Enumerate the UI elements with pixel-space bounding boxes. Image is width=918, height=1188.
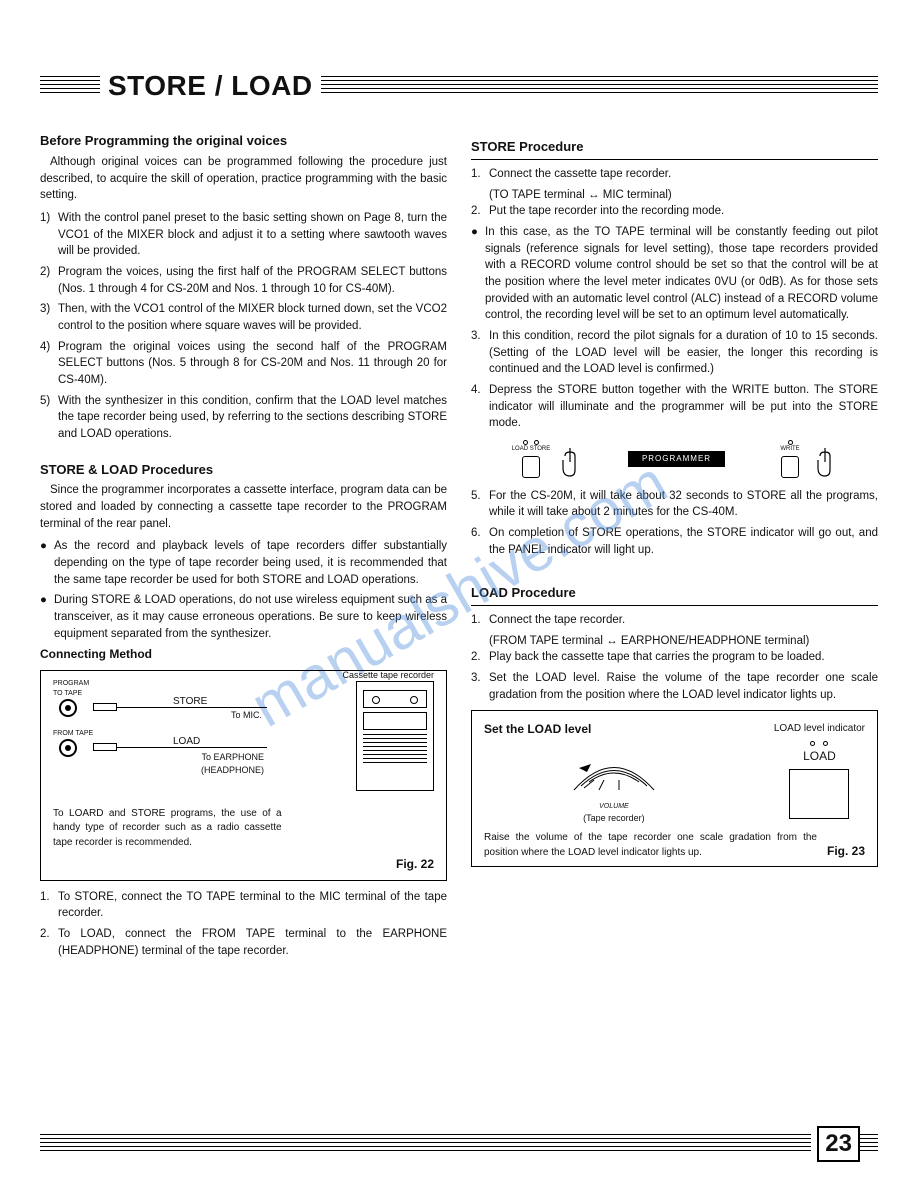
- store-step-1: 1.Connect the cassette tape recorder.: [471, 166, 878, 183]
- store-diagram: LOAD STORE PROGRAMMER WRITE: [511, 440, 838, 478]
- cassette-icon: [356, 681, 434, 791]
- conn-step-1: 1.To STORE, connect the TO TAPE terminal…: [40, 889, 447, 922]
- finger-icon: [812, 446, 838, 478]
- store-step-4: 4.Depress the STORE button together with…: [471, 382, 878, 432]
- title-row: STORE / LOAD: [40, 70, 878, 102]
- footer-rule-right: [860, 1134, 878, 1154]
- store-step-5: 5.For the CS-20M, it will take about 32 …: [471, 488, 878, 521]
- fig22-number: Fig. 22: [53, 856, 434, 873]
- fig22-caption-text: To LOARD and STORE programs, the use of …: [53, 807, 282, 851]
- label-toear: To EARPHONE (HEADPHONE): [201, 751, 264, 777]
- plug-icon: [93, 743, 117, 751]
- load-step-2: 2.Play back the cassette tape that carri…: [471, 649, 878, 666]
- load-step-1: 1.Connect the tape recorder.: [471, 612, 878, 629]
- fig23-title: Set the LOAD level: [484, 721, 744, 738]
- store-step-2: 2.Put the tape recorder into the recordi…: [471, 203, 878, 220]
- plug-icon: [93, 703, 117, 711]
- store-step-3: 3.In this condition, record the pilot si…: [471, 328, 878, 378]
- load-step-3: 3.Set the LOAD level. Raise the volume o…: [471, 670, 878, 703]
- programmer-label: PROGRAMMER: [628, 451, 725, 467]
- page-title: STORE / LOAD: [100, 70, 321, 102]
- rule-left: [40, 76, 100, 96]
- label-store: STORE: [173, 695, 207, 710]
- store-step-6: 6.On completion of STORE operations, the…: [471, 525, 878, 558]
- figure-22: PROGRAM TO TAPE STORE To MIC. FROM TAPE …: [40, 670, 447, 881]
- jack-icon: [59, 739, 77, 757]
- heading-before: Before Programming the original voices: [40, 132, 447, 151]
- store-step-2-note: ●In this case, as the TO TAPE terminal w…: [471, 224, 878, 324]
- para-before: Although original voices can be programm…: [40, 154, 447, 204]
- left-column: Before Programming the original voices A…: [40, 132, 447, 963]
- footer-rule: [40, 1134, 811, 1154]
- load-indicator-icon: LOAD level indicator LOAD: [774, 722, 865, 823]
- switch-write-icon: WRITE: [770, 440, 810, 478]
- bullet-1: ●As the record and playback levels of ta…: [40, 538, 447, 588]
- step-1: 1)With the control panel preset to the b…: [40, 210, 447, 260]
- content-columns: Before Programming the original voices A…: [40, 132, 878, 963]
- step-4: 4)Program the original voices using the …: [40, 339, 447, 389]
- load-step-1b: (FROM TAPE terminal ↔ EARPHONE/HEADPHONE…: [489, 633, 878, 650]
- jack-icon: [59, 699, 77, 717]
- label-program: PROGRAM: [53, 679, 89, 689]
- volume-knob-icon: VOLUME (Tape recorder): [484, 750, 744, 825]
- step-2: 2)Program the voices, using the first ha…: [40, 264, 447, 297]
- heading-load-procedure: LOAD Procedure: [471, 584, 878, 606]
- footer: 23: [40, 1126, 878, 1162]
- fig23-number: Fig. 23: [827, 843, 865, 860]
- page-number: 23: [817, 1126, 860, 1162]
- heading-store-procedure: STORE Procedure: [471, 138, 878, 160]
- right-column: STORE Procedure 1.Connect the cassette t…: [471, 132, 878, 963]
- label-fromtape: FROM TAPE: [53, 729, 93, 739]
- figure-23: Set the LOAD level VOLUME (Tape re: [471, 710, 878, 868]
- connection-diagram: PROGRAM TO TAPE STORE To MIC. FROM TAPE …: [53, 681, 434, 801]
- fig23-text: Raise the volume of the tape recorder on…: [484, 831, 817, 860]
- step-5: 5)With the synthesizer in this condition…: [40, 393, 447, 443]
- step-3: 3)Then, with the VCO1 control of the MIX…: [40, 301, 447, 334]
- label-tomic: To MIC.: [231, 709, 262, 722]
- heading-connecting: Connecting Method: [40, 646, 447, 663]
- finger-icon: [557, 446, 583, 478]
- rule-right: [321, 76, 878, 96]
- conn-step-2: 2.To LOAD, connect the FROM TAPE termina…: [40, 926, 447, 959]
- switch-store-icon: LOAD STORE: [511, 440, 551, 478]
- label-totape: TO TAPE: [53, 689, 82, 699]
- para-procedures: Since the programmer incorporates a cass…: [40, 482, 447, 532]
- store-step-1b: (TO TAPE terminal ↔ MIC terminal): [489, 187, 878, 204]
- label-load: LOAD: [173, 735, 200, 750]
- heading-procedures: STORE & LOAD Procedures: [40, 461, 447, 480]
- bullet-2: ●During STORE & LOAD operations, do not …: [40, 592, 447, 642]
